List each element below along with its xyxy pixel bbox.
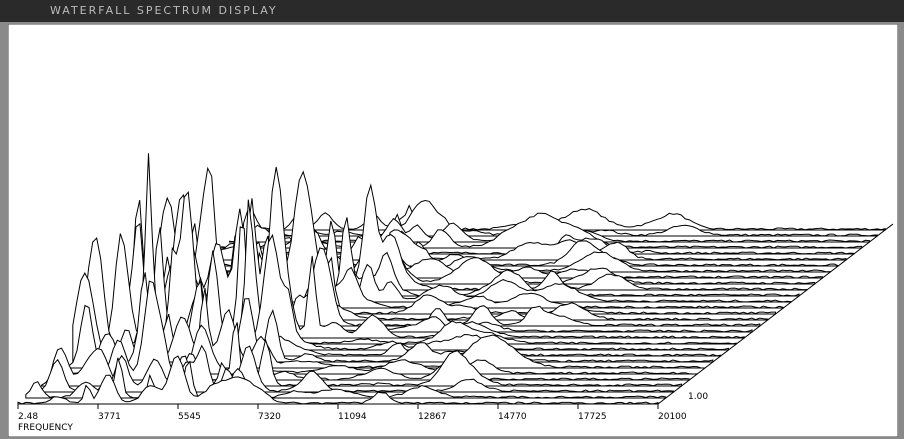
x-tick-label: 5545 xyxy=(178,412,201,422)
spectrum-trace xyxy=(221,212,863,249)
traces xyxy=(17,153,886,405)
x-ticks: 2.48 3771 5545 7320 11094 12867 14770 17725 2010… xyxy=(17,404,687,422)
x-tick-label: 20100 xyxy=(658,412,687,422)
x-tick-label: 7320 xyxy=(258,412,281,422)
x-tick-label: 17725 xyxy=(578,412,607,422)
x-tick-label: 11094 xyxy=(338,412,367,422)
depth-label: 1.00 xyxy=(688,392,708,402)
x-tick-label: 14770 xyxy=(498,412,527,422)
x-tick-label: 12867 xyxy=(418,412,447,422)
depth-axis xyxy=(657,223,894,405)
spectrum-trace xyxy=(48,280,690,381)
x-axis-label: FREQUENCY xyxy=(18,423,73,433)
spectrum-trace xyxy=(33,344,675,393)
title-bar: WATERFALL SPECTRUM DISPLAY xyxy=(0,0,904,22)
spectrum-trace xyxy=(17,355,659,405)
x-tick-label: 2.48 xyxy=(18,412,38,422)
waterfall-plot: 1.00 2.48 3771 5545 7320 11094 12867 14770 1772… xyxy=(8,24,898,437)
x-tick-label: 3771 xyxy=(98,412,121,422)
